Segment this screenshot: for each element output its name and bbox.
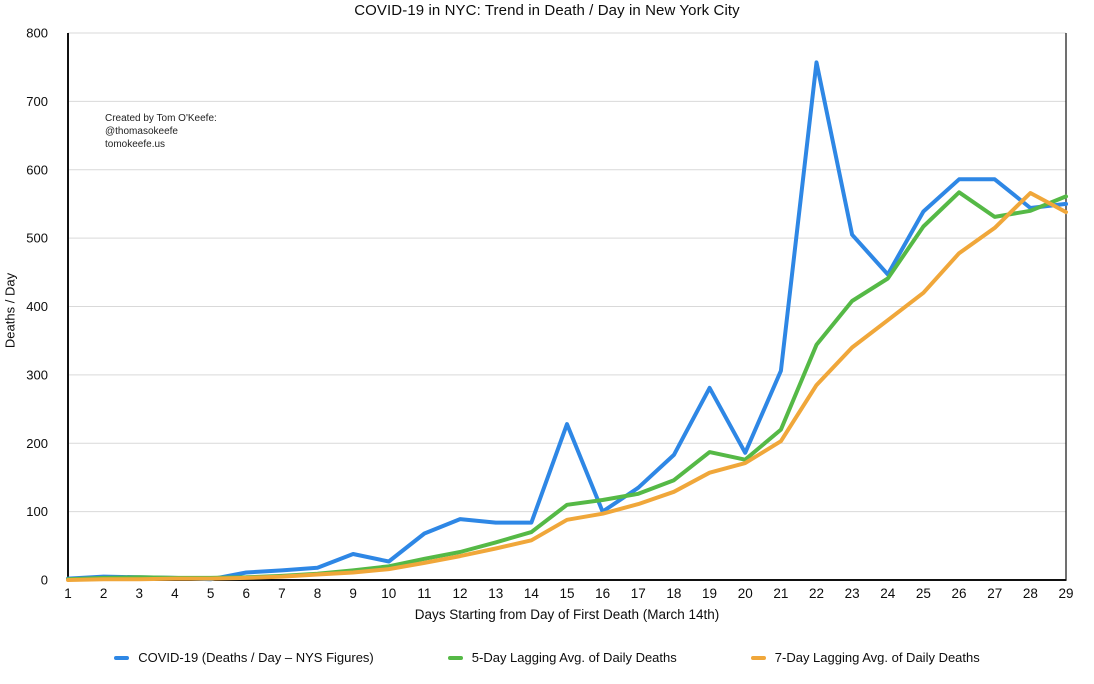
- x-tick-label-26: 26: [952, 586, 967, 601]
- annotation-line-2: @thomasokeefe: [105, 126, 178, 137]
- x-tick-label-11: 11: [417, 586, 431, 601]
- legend-item-7day-avg: 7-Day Lagging Avg. of Daily Deaths: [750, 650, 980, 665]
- legend-swatch-green: [447, 655, 463, 660]
- author-annotation: Created by Tom O'Keefe: @thomasokeefe to…: [105, 112, 217, 151]
- y-tick-label-600: 600: [26, 162, 48, 177]
- x-tick-label-18: 18: [666, 586, 681, 601]
- x-tick-label-22: 22: [809, 586, 824, 601]
- x-tick-label-6: 6: [242, 586, 250, 601]
- x-tick-label-10: 10: [381, 586, 396, 601]
- x-tick-label-12: 12: [453, 586, 468, 601]
- x-tick-label-28: 28: [1023, 586, 1038, 601]
- x-tick-label-5: 5: [207, 586, 215, 601]
- x-tick-label-7: 7: [278, 586, 286, 601]
- x-tick-label-27: 27: [987, 586, 1002, 601]
- x-axis-title: Days Starting from Day of First Death (M…: [414, 607, 720, 622]
- y-axis-title: Deaths / Day: [2, 272, 18, 349]
- x-tick-label-2: 2: [100, 586, 108, 601]
- series-line-0: [66, 60, 1068, 582]
- y-tick-label-200: 200: [26, 436, 48, 451]
- legend-label-5day-avg: 5-Day Lagging Avg. of Daily Deaths: [471, 650, 677, 665]
- annotation-line-3: tomokeefe.us: [105, 139, 166, 150]
- x-tick-label-16: 16: [595, 586, 610, 601]
- legend-item-covid: COVID-19 (Deaths / Day – NYS Figures): [114, 650, 374, 665]
- x-tick-label-1: 1: [64, 586, 72, 601]
- y-tick-label-800: 800: [26, 26, 48, 41]
- x-tick-label-20: 20: [738, 586, 753, 601]
- x-tick-label-17: 17: [631, 586, 646, 601]
- x-tick-label-21: 21: [773, 586, 788, 601]
- x-tick-label-25: 25: [916, 586, 931, 601]
- y-tick-label-0: 0: [41, 573, 48, 588]
- x-tick-label-15: 15: [559, 586, 574, 601]
- y-tick-label-300: 300: [26, 367, 48, 382]
- chart-legend: COVID-19 (Deaths / Day – NYS Figures) 5-…: [0, 650, 1094, 665]
- legend-swatch-blue: [114, 655, 130, 660]
- x-tick-label-24: 24: [880, 586, 896, 601]
- x-tick-label-19: 19: [702, 586, 717, 601]
- annotation-line-1: Created by Tom O'Keefe:: [105, 113, 217, 124]
- legend-swatch-orange: [750, 655, 766, 660]
- x-tick-label-23: 23: [845, 586, 860, 601]
- legend-item-5day-avg: 5-Day Lagging Avg. of Daily Deaths: [447, 650, 677, 665]
- x-tick-label-4: 4: [171, 586, 179, 601]
- x-tick-label-14: 14: [524, 586, 540, 601]
- y-tick-label-700: 700: [26, 94, 48, 109]
- y-tick-label-500: 500: [26, 231, 48, 246]
- x-tick-label-8: 8: [314, 586, 322, 601]
- legend-label-covid: COVID-19 (Deaths / Day – NYS Figures): [138, 650, 374, 665]
- chart-title: COVID-19 in NYC: Trend in Death / Day in…: [354, 2, 740, 19]
- series-line-2: [66, 191, 1068, 582]
- x-tick-label-13: 13: [488, 586, 503, 601]
- x-tick-label-9: 9: [349, 586, 357, 601]
- x-tick-label-29: 29: [1058, 586, 1073, 601]
- y-tick-label-100: 100: [26, 504, 48, 519]
- y-tick-label-400: 400: [26, 299, 48, 314]
- x-tick-label-3: 3: [136, 586, 144, 601]
- legend-label-7day-avg: 7-Day Lagging Avg. of Daily Deaths: [774, 650, 980, 665]
